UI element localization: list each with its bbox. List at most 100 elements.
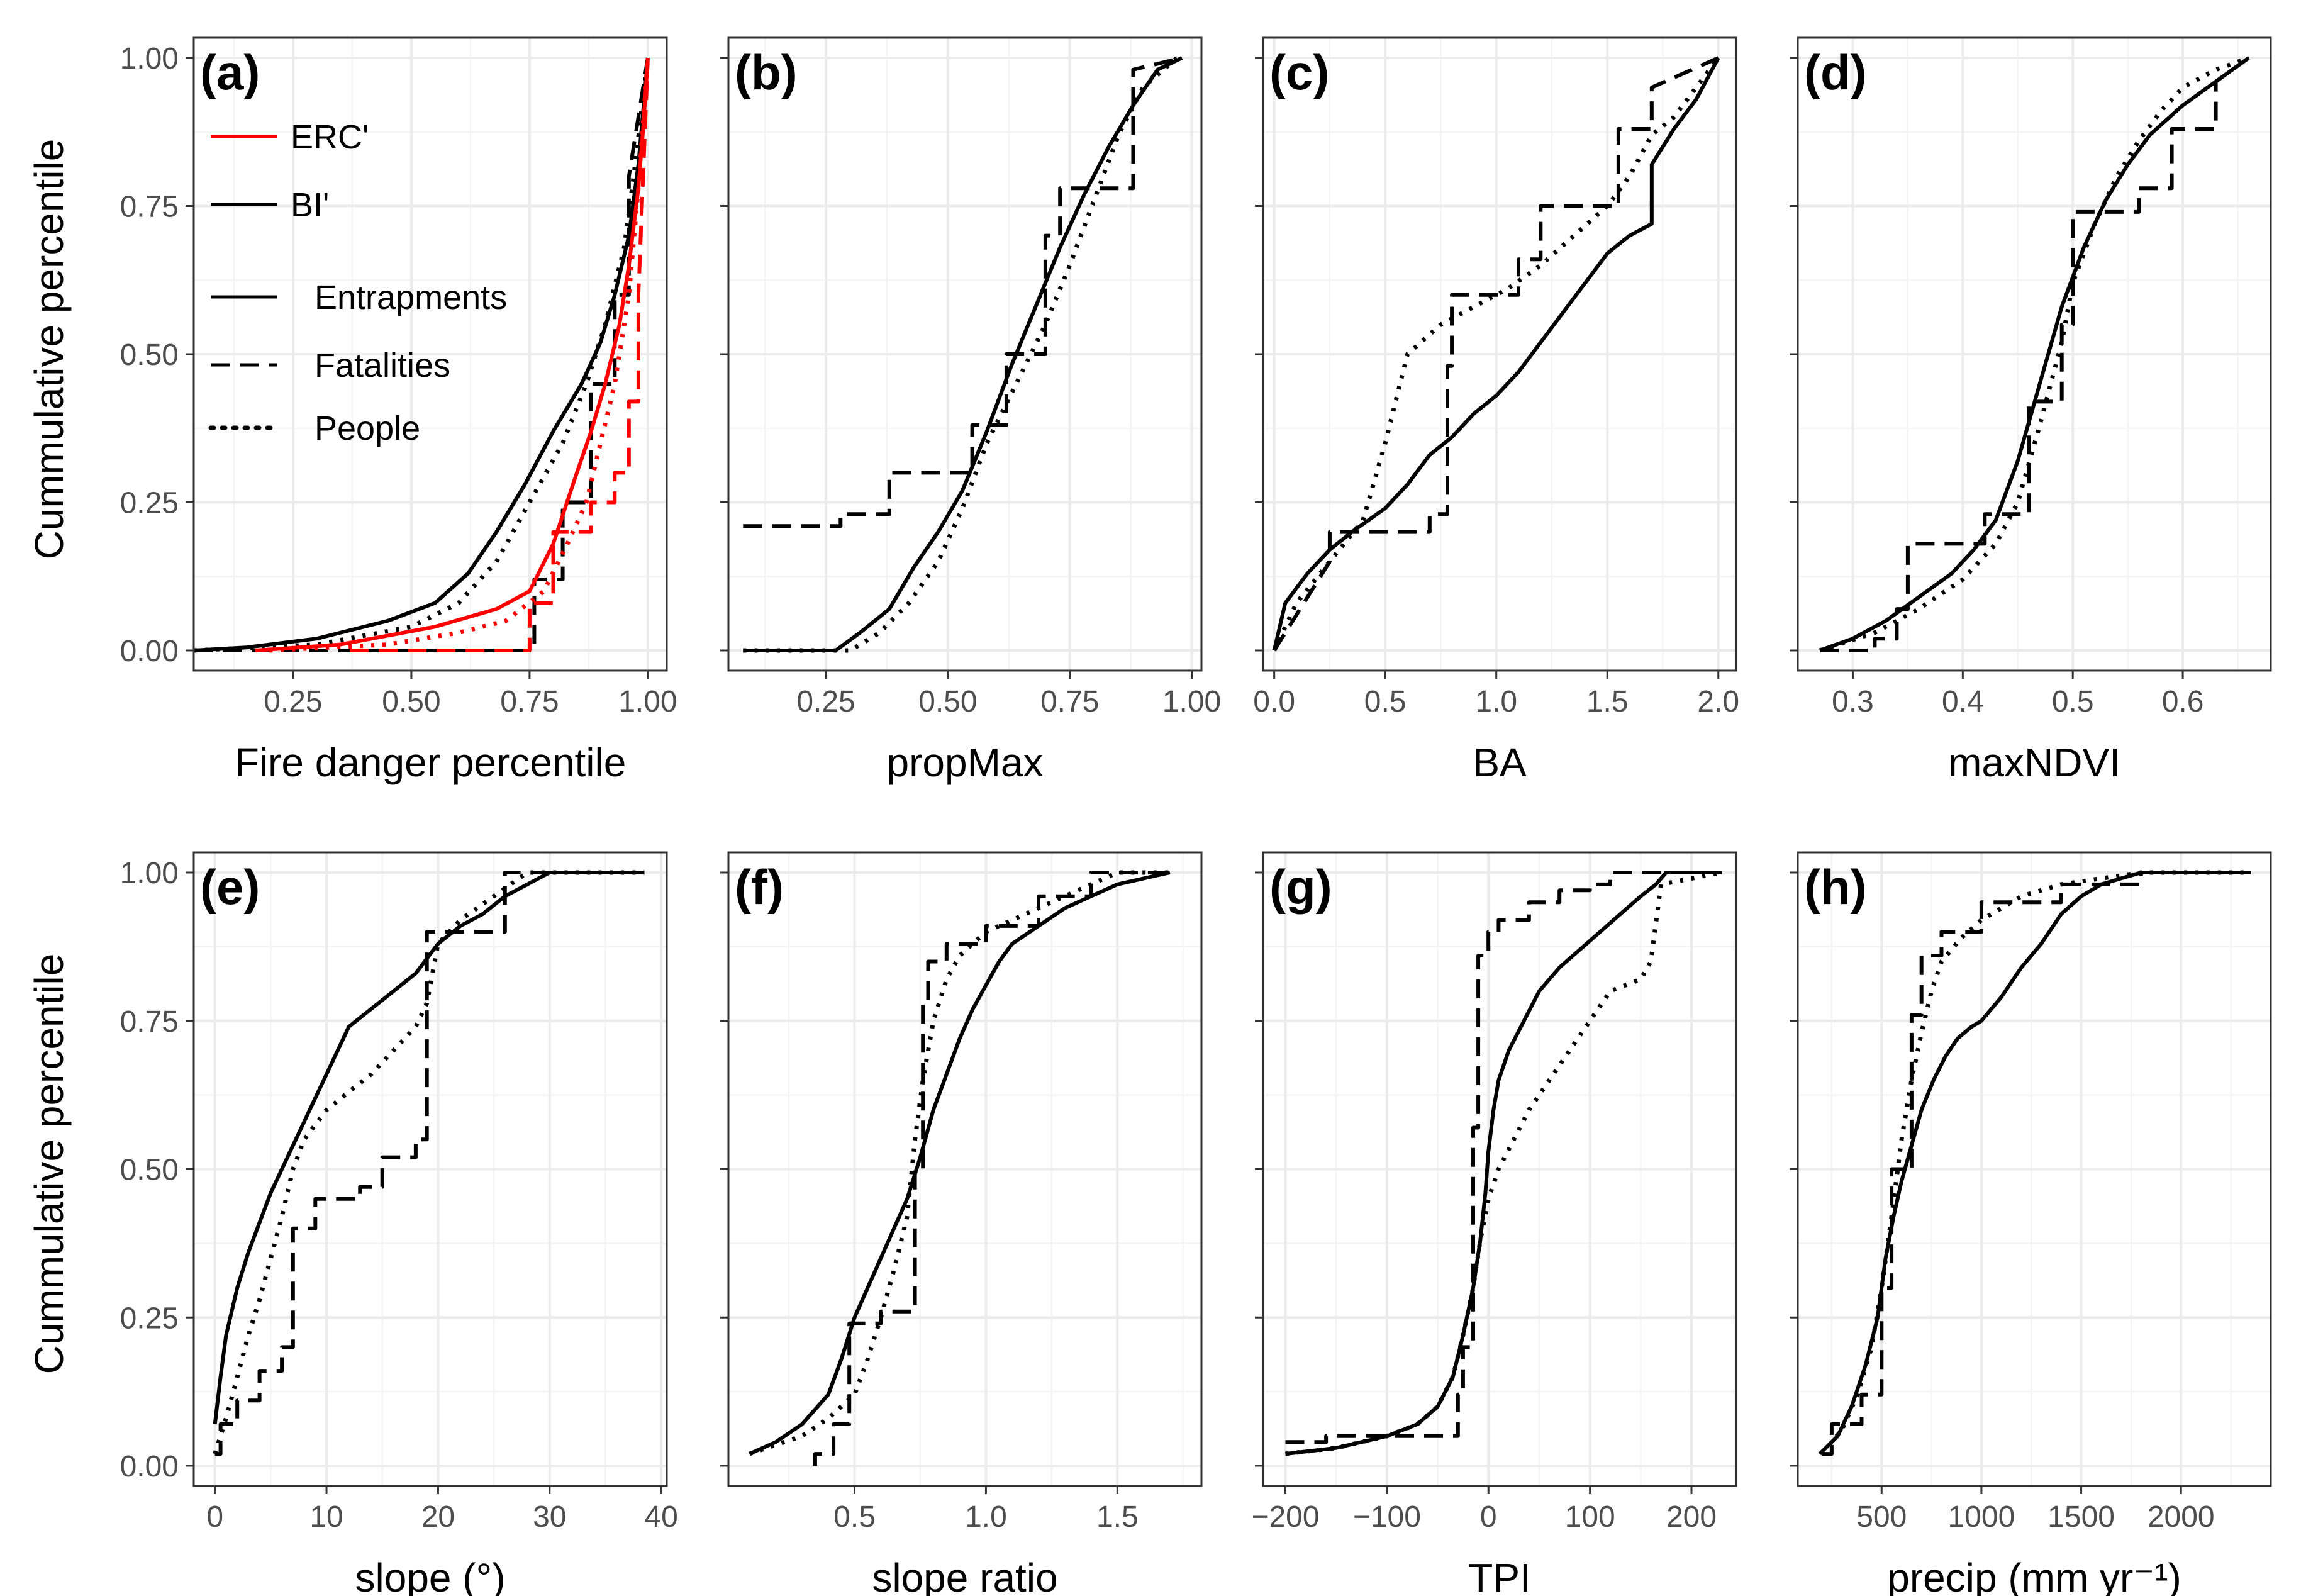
- series-line-entrapments: [1272, 57, 1720, 651]
- x-tick-label: 100: [1565, 1500, 1615, 1534]
- series-line-entrapments: [213, 871, 645, 1425]
- x-tick-label: 30: [533, 1500, 566, 1534]
- y-axis-title-top: Cummulative percentile: [26, 139, 72, 560]
- series-line-entrapments: [1818, 871, 2251, 1456]
- x-axis-title: TPI: [1468, 1555, 1531, 1596]
- series-line-fatalities: [1822, 871, 2251, 1456]
- panel-tag: (h): [1804, 859, 1867, 915]
- y-tick-label: 0.50: [120, 1154, 179, 1187]
- series-group: [213, 870, 645, 1456]
- x-tick-label: 2.0: [1697, 685, 1739, 718]
- x-tick-label: 500: [1856, 1500, 1907, 1534]
- x-tick-label: 0.4: [1942, 685, 1984, 718]
- series-line-bi-entrapments: [194, 57, 650, 652]
- legend-type-people: People: [208, 410, 420, 447]
- x-tick-label: 0.5: [2052, 685, 2094, 718]
- panel-tag: (f): [735, 859, 784, 915]
- panel-tag: (a): [200, 45, 260, 100]
- panel-g: −200 −100 0 100 200 TPI (g): [1251, 851, 1737, 1596]
- series-group: [1818, 870, 2251, 1456]
- series-line-people: [743, 56, 1179, 653]
- series-group: [743, 56, 1183, 653]
- x-axis-title: precip (mm yr⁻¹): [1887, 1555, 2181, 1596]
- x-tick-label: 20: [421, 1500, 455, 1534]
- series-group: [1285, 870, 1723, 1456]
- x-tick-label: 1.00: [618, 685, 677, 718]
- series-line-erc-fatalities: [350, 57, 650, 652]
- series-group: [1819, 55, 2250, 653]
- x-tick-label: 1000: [1948, 1500, 2015, 1534]
- legend-type-entrapments: Entrapments: [211, 279, 507, 316]
- x-tick-label: 2000: [2148, 1500, 2215, 1534]
- panel-h: 500 1000 1500 2000 precip (mm yr⁻¹) (h): [1790, 851, 2272, 1596]
- x-tick-label: 1.0: [965, 1500, 1007, 1534]
- x-tick-label: 1.00: [1162, 685, 1221, 718]
- series-line-fatalities: [214, 871, 645, 1456]
- panel-e: 0 10 20 30 40 0.00 0.25 0.50 0.75 1.00 slope (°) (e…: [120, 851, 678, 1596]
- x-tick-label: 10: [309, 1500, 343, 1534]
- y-axis-title-bottom: Cummulative percentile: [26, 954, 72, 1375]
- panel-f: 0.5 1.0 1.5 slope ratio (f): [720, 851, 1203, 1596]
- series-line-fatalities: [1273, 56, 1720, 652]
- x-tick-label: 0.5: [833, 1500, 876, 1534]
- y-tick-label: 1.00: [120, 42, 179, 75]
- legend-label: Fatalities: [315, 347, 450, 384]
- x-tick-label: 0: [1480, 1500, 1497, 1534]
- y-tick-label: 0.75: [120, 1005, 179, 1039]
- x-tick-label: 0.3: [1832, 685, 1874, 718]
- x-tick-label: 1500: [2047, 1500, 2115, 1534]
- x-tick-label: −100: [1353, 1500, 1421, 1534]
- panel-tag: (b): [735, 45, 798, 100]
- panel-tag: (e): [200, 859, 260, 915]
- series-line-fatalities: [1820, 56, 2250, 652]
- x-tick-label: 0.75: [1040, 685, 1099, 718]
- x-tick-label: 0.6: [2162, 685, 2204, 718]
- x-tick-label: −200: [1251, 1500, 1319, 1534]
- series-line-entrapments: [743, 56, 1183, 652]
- x-tick-label: 0.50: [918, 685, 977, 718]
- series-line-entrapments: [749, 871, 1171, 1456]
- x-tick-label: 0.0: [1253, 685, 1295, 718]
- legend-label: People: [315, 410, 420, 447]
- x-axis-title: propMax: [887, 740, 1044, 785]
- legend-label: Entrapments: [315, 279, 507, 316]
- y-tick-label: 0.75: [120, 191, 179, 224]
- series-line-fatalities: [743, 56, 1183, 528]
- x-tick-label: 1.0: [1475, 685, 1517, 718]
- x-axis-title: Fire danger percentile: [235, 740, 627, 785]
- x-axis-title: slope ratio: [872, 1555, 1057, 1596]
- panel-c: 0.0 0.5 1.0 1.5 2.0 BA (c): [1253, 36, 1739, 785]
- x-tick-label: 1.5: [1586, 685, 1629, 718]
- legend: ERC' BI' Entrapments Fatalities People: [208, 118, 507, 447]
- x-tick-label: 0: [206, 1500, 223, 1534]
- y-tick-label: 1.00: [120, 857, 179, 890]
- series-line-people: [1820, 870, 2251, 1456]
- y-tick-label: 0.00: [120, 1450, 179, 1483]
- panels: 0.25 0.50 0.75 1.000.000.250.500.751.00Fire…: [120, 36, 2272, 1596]
- x-tick-label: 0.5: [1364, 685, 1407, 718]
- panel-d: 0.3 0.4 0.5 0.6 maxNDVI (d): [1790, 36, 2272, 785]
- y-tick-label: 0.25: [120, 1302, 179, 1335]
- x-axis-title: BA: [1473, 740, 1527, 785]
- x-tick-label: 200: [1666, 1500, 1717, 1534]
- x-tick-label: 1.5: [1096, 1500, 1139, 1534]
- legend-color-bi: BI': [211, 186, 329, 224]
- legend-type-fatalities: Fatalities: [211, 347, 450, 384]
- x-axis-title: maxNDVI: [1948, 740, 2120, 785]
- panel-tag: (c): [1269, 45, 1329, 100]
- x-tick-label: 0.25: [796, 685, 855, 718]
- y-tick-label: 0.25: [120, 487, 179, 520]
- y-tick-label: 0.00: [120, 635, 179, 668]
- series-line-fatalities: [1285, 871, 1722, 1444]
- legend-label: ERC': [291, 118, 369, 156]
- series-line-people: [1285, 870, 1723, 1456]
- series-line-erc-people: [269, 57, 650, 653]
- x-axis-title: slope (°): [355, 1555, 506, 1596]
- series-line-people: [1819, 55, 2250, 653]
- panel-b: 0.25 0.50 0.75 1.00 propMax (b): [720, 36, 1221, 785]
- x-tick-label: 0.25: [264, 685, 322, 718]
- x-tick-label: 0.50: [382, 685, 440, 718]
- x-tick-label: 40: [644, 1500, 677, 1534]
